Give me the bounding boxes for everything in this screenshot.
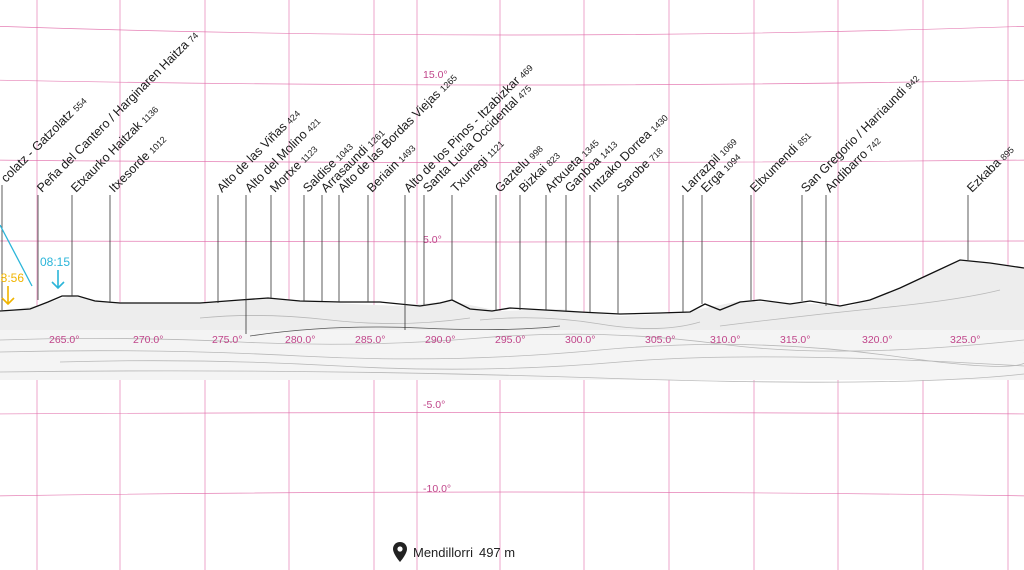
peak-marker[interactable]: Eltxumendi 851 <box>747 128 814 300</box>
elevation-label: 15.0° <box>423 69 448 81</box>
sun-path-line <box>0 224 33 287</box>
azimuth-label: 265.0° <box>49 334 79 346</box>
peak-marker[interactable]: Alto de las Bordas Viejas 1265 <box>335 70 460 302</box>
terrain-texture <box>59 356 1024 370</box>
peak-marker[interactable]: Itxesorde 1012 <box>106 132 169 303</box>
peak-elevation: 1493 <box>396 143 417 164</box>
time-label: 08:15 <box>40 255 70 269</box>
terrain-texture <box>0 333 1024 352</box>
peak-elevation: 1012 <box>147 134 168 155</box>
location-info[interactable]: Mendillorri 497 m <box>393 541 515 563</box>
ridge-line <box>0 259 1024 337</box>
azimuth-label: 305.0° <box>645 334 675 346</box>
arrow-down-icon <box>51 270 65 290</box>
peak-elevation: 1136 <box>140 104 161 125</box>
peak-marker[interactable]: San Gregorio / Harriaundi 942 <box>798 71 922 301</box>
location-name: Mendillorri <box>413 544 473 560</box>
grid-elevation-line <box>0 25 1024 36</box>
terrain-texture <box>0 370 1024 383</box>
terrain-fill <box>0 260 1024 330</box>
grid-elevation-line <box>0 412 1024 415</box>
azimuth-label: 315.0° <box>780 334 810 346</box>
grid-elevation-line <box>0 79 1024 86</box>
azimuth-label: 295.0° <box>495 334 525 346</box>
peak-label: colatz - Gatzolatz 554 <box>0 94 89 185</box>
azimuth-label: 270.0° <box>133 334 163 346</box>
secondary-ridge <box>249 325 561 337</box>
azimuth-label: 325.0° <box>950 334 980 346</box>
terrain-texture <box>479 317 701 329</box>
grid-elevation-line <box>0 240 1024 243</box>
azimuth-label: 320.0° <box>862 334 892 346</box>
peak-marker[interactable]: Etxaurko Haitzak 1136 <box>68 102 161 296</box>
azimuth-label: 275.0° <box>212 334 242 346</box>
azimuth-label: 310.0° <box>710 334 740 346</box>
time-marker[interactable]: 08:15 <box>40 255 70 290</box>
azimuth-label: 300.0° <box>565 334 595 346</box>
degree-labels: 15.0° 5.0° -5.0° -10.0° 265.0° 270.0° 275.0° 28… <box>49 69 980 495</box>
skyline-ridge <box>0 259 1024 315</box>
time-markers: 18:56 08:15 <box>0 224 70 306</box>
time-label: 18:56 <box>0 271 24 285</box>
peak-label: Ezkaba 895 <box>964 143 1016 195</box>
arrow-down-icon <box>1 286 15 306</box>
azimuth-label: 285.0° <box>355 334 385 346</box>
elevation-label: 5.0° <box>423 234 442 246</box>
elevation-label: -5.0° <box>423 399 445 411</box>
elevation-label: -10.0° <box>423 483 451 495</box>
peak-marker[interactable]: Alto de las Viñas 424 <box>214 106 303 303</box>
time-marker[interactable]: 18:56 <box>0 271 24 306</box>
peak-name: Ezkaba <box>964 153 1006 195</box>
peak-label: San Gregorio / Harriaundi 942 <box>798 71 922 195</box>
peak-label: Peña del Cantero / Harginaren Haitza 74 <box>34 28 201 195</box>
terrain-layer <box>0 260 1024 383</box>
grid-elevation-line <box>0 491 1024 497</box>
azimuth-label: 280.0° <box>285 334 315 346</box>
map-pin-icon <box>393 542 407 562</box>
peak-marker[interactable]: Intzako Dorrea 1430 <box>586 111 670 312</box>
terrain-texture <box>199 315 471 324</box>
peak-name: colatz - Gatzolatz <box>0 104 79 185</box>
location-elevation: 497 m <box>478 544 516 560</box>
peak-elevation: 1430 <box>649 113 670 134</box>
peak-name: San Gregorio / Harriaundi <box>798 82 911 195</box>
azimuth-label: 290.0° <box>425 334 455 346</box>
terrain-texture <box>719 289 1001 327</box>
peak-name: Eltxumendi <box>747 139 803 195</box>
grid-elevation-line <box>0 159 1024 163</box>
peak-elevation: 1121 <box>485 139 506 160</box>
